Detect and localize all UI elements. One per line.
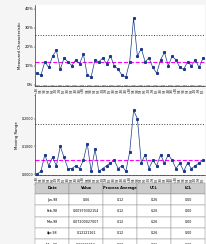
Y-axis label: Measured Characteristic: Measured Characteristic — [18, 22, 22, 69]
Legend: Value, Process Average, UCL, LCL: Value, Process Average, UCL, LCL — [85, 135, 154, 141]
Y-axis label: Moving Range: Moving Range — [15, 121, 19, 149]
Legend: Moving Range, Average MR, URL: Moving Range, Average MR, URL — [88, 224, 151, 230]
